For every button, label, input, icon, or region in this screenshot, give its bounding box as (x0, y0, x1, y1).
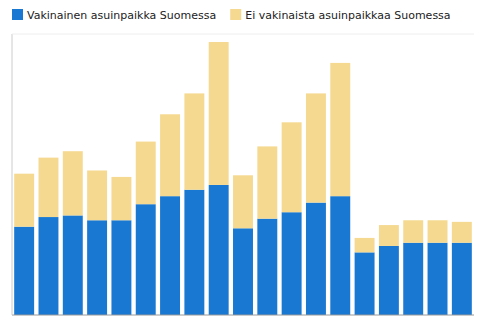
bar-segment (184, 93, 204, 189)
bar-segment (282, 212, 302, 315)
x-axis-line (12, 315, 474, 316)
bar-segment (428, 220, 448, 242)
bar-segment (282, 122, 302, 212)
bar-segment (403, 243, 423, 315)
bar-segment (379, 225, 399, 246)
bar-segment (87, 170, 107, 220)
bar-segment (306, 93, 326, 202)
legend-swatch (12, 9, 23, 20)
bar-segment (330, 196, 350, 315)
bar-segment (160, 114, 180, 196)
legend-label: Ei vakinaista asuinpaikkaa Suomessa (245, 9, 450, 22)
bar-segment (63, 215, 83, 315)
bar-segment (63, 151, 83, 215)
bar-segment (233, 175, 253, 228)
bars (14, 42, 472, 315)
bar-segment (111, 177, 131, 220)
bar-segment (452, 222, 472, 243)
bar-segment (257, 219, 277, 315)
bar-segment (14, 174, 34, 227)
bar-segment (452, 243, 472, 315)
bar-segment (355, 238, 375, 252)
bar-segment (330, 63, 350, 196)
legend-label: Vakinainen asuinpaikka Suomessa (27, 9, 216, 22)
chart: Vakinainen asuinpaikka Suomessa Ei vakina… (0, 0, 484, 327)
bar-segment (14, 227, 34, 315)
plot-top-line (12, 34, 474, 35)
bar-segment (355, 252, 375, 315)
bar-segment (136, 204, 156, 315)
bar-segment (39, 158, 59, 217)
bar-segment (111, 220, 131, 315)
bar-segment (87, 220, 107, 315)
legend-swatch (230, 9, 241, 20)
bar-segment (184, 190, 204, 315)
bar-segment (209, 42, 229, 185)
bar-segment (160, 196, 180, 315)
bar-segment (306, 203, 326, 315)
y-axis-line (12, 34, 13, 315)
bar-segment (257, 146, 277, 218)
bar-segment (39, 217, 59, 315)
legend: Vakinainen asuinpaikka Suomessa Ei vakina… (12, 9, 451, 22)
bar-segment (379, 246, 399, 315)
bar-segment (428, 243, 448, 315)
bar-segment (233, 228, 253, 315)
bar-segment (209, 185, 229, 315)
bar-segment (136, 142, 156, 205)
bar-segment (403, 220, 423, 242)
